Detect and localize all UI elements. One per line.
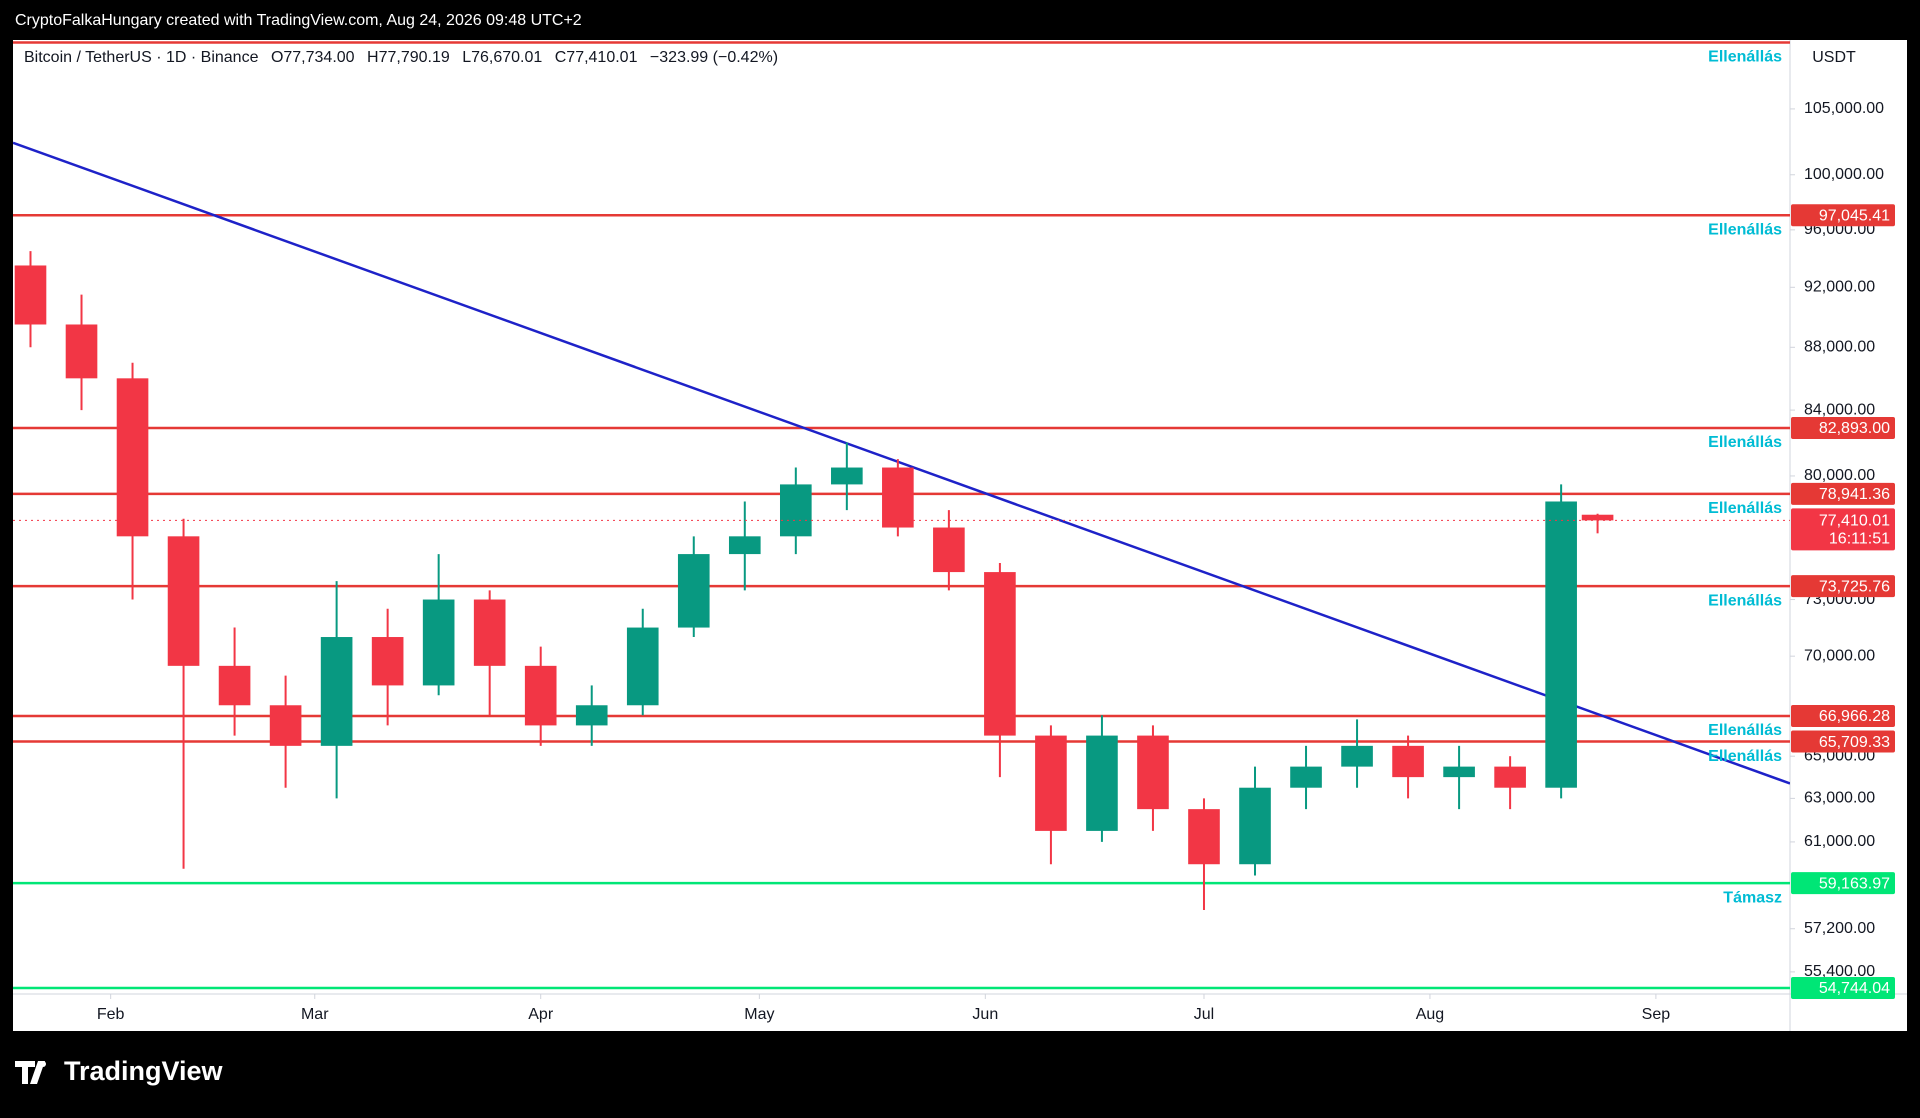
price-badge-label: 78,941.36 — [1819, 486, 1890, 503]
candle-body — [1392, 745, 1424, 778]
candle-body — [1443, 766, 1475, 778]
candle-body — [473, 599, 506, 666]
candle-body — [65, 324, 98, 379]
candle-body — [1581, 514, 1614, 521]
logo-mark — [15, 1061, 45, 1084]
plot — [13, 41, 1790, 990]
candle-body — [1545, 501, 1577, 788]
countdown: 16:11:51 — [1829, 531, 1890, 548]
y-tick-label: 70,000.00 — [1804, 647, 1875, 664]
x-tick-label: Aug — [1416, 1006, 1444, 1023]
level-label: Ellenállás — [1708, 592, 1782, 609]
price-badge — [1791, 575, 1895, 598]
candle-body — [831, 467, 863, 485]
price-badge — [1791, 704, 1895, 727]
y-tick-label: 100,000.00 — [1804, 166, 1884, 183]
candle-body — [14, 265, 47, 325]
candle-body — [320, 637, 353, 746]
price-badge-label: 66,966.28 — [1819, 708, 1890, 725]
candle-body — [218, 665, 251, 706]
candle-body — [1137, 735, 1169, 810]
y-tick-label: 61,000.00 — [1804, 833, 1875, 850]
x-tick-label: Apr — [528, 1006, 554, 1023]
y-tick-label: 57,200.00 — [1804, 920, 1875, 937]
logo-dot — [40, 1061, 46, 1067]
candle-body — [1086, 735, 1118, 831]
level-label: Ellenállás — [1708, 49, 1782, 66]
candle-body — [1239, 787, 1271, 865]
x-tick-label: Feb — [97, 1006, 125, 1023]
ohlc-open: O77,734.00 — [271, 49, 355, 66]
y-tick-label: 84,000.00 — [1804, 401, 1875, 418]
candle-body — [1341, 745, 1373, 767]
x-tick-label: Jun — [972, 1006, 998, 1023]
price-badge-label: 54,744.04 — [1819, 980, 1890, 997]
change: −323.99 (−0.42%) — [650, 49, 778, 66]
price-badge-label: 65,709.33 — [1819, 734, 1890, 751]
header: CryptoFalkaHungary created with TradingV… — [15, 12, 582, 29]
x-tick-label: Mar — [301, 1006, 329, 1023]
brand-name: TradingView — [64, 1056, 224, 1086]
candle-body — [779, 484, 812, 537]
y-tick-label: 92,000.00 — [1804, 279, 1875, 296]
candle-body — [371, 637, 404, 686]
y-tick-label: 80,000.00 — [1804, 467, 1875, 484]
candle-body — [626, 627, 659, 706]
candle-body — [728, 536, 761, 555]
candle-body — [1188, 809, 1220, 865]
candle-body — [575, 705, 608, 726]
price-badge — [1791, 416, 1895, 439]
candle-body — [524, 665, 557, 726]
y-tick-label: 63,000.00 — [1804, 790, 1875, 807]
ohlc-close: C77,410.01 — [555, 49, 638, 66]
x-tick-label: Jul — [1194, 1006, 1214, 1023]
candle-body — [269, 705, 302, 746]
price-badge-label: 97,045.41 — [1819, 207, 1890, 224]
candle-body — [677, 554, 710, 628]
price-badge-label: 82,893.00 — [1819, 420, 1890, 437]
y-tick-label: 88,000.00 — [1804, 339, 1875, 356]
candle-body — [422, 599, 455, 686]
ohlc-low: L76,670.01 — [462, 49, 542, 66]
level-label: Ellenállás — [1708, 221, 1782, 238]
level-label: Ellenállás — [1708, 748, 1782, 765]
ohlc-high: H77,790.19 — [367, 49, 450, 66]
x-tick-label: Sep — [1642, 1006, 1671, 1023]
currency: USDT — [1812, 49, 1856, 66]
last-price-label: 77,410.01 — [1819, 513, 1890, 530]
price-badge — [1791, 976, 1895, 999]
symbol: Bitcoin / TetherUS · 1D · Binance — [24, 49, 259, 66]
price-badge-label: 73,725.76 — [1819, 578, 1890, 595]
candle-body — [1290, 766, 1322, 788]
price-badge — [1791, 872, 1895, 895]
y-tick-label: 105,000.00 — [1804, 100, 1884, 117]
level-label: Támasz — [1723, 889, 1782, 906]
candle-body — [167, 536, 200, 666]
candle-body — [984, 572, 1016, 736]
trendline — [13, 141, 1790, 785]
candle-body — [116, 378, 149, 537]
price-badge — [1791, 204, 1895, 227]
legend: Bitcoin / TetherUS · 1D · Binance O77,73… — [24, 49, 778, 66]
price-badge — [1791, 482, 1895, 505]
y-tick-label: 55,400.00 — [1804, 963, 1875, 980]
candle-body — [882, 467, 914, 528]
level-label: Ellenállás — [1708, 434, 1782, 451]
candle-body — [1035, 735, 1067, 831]
candle-body — [933, 527, 965, 573]
last-price-badge — [1791, 508, 1895, 551]
candle-body — [1494, 766, 1526, 788]
level-label: Ellenállás — [1708, 722, 1782, 739]
x-tick-label: May — [744, 1006, 774, 1023]
price-badge-label: 59,163.97 — [1819, 875, 1890, 892]
price-badge — [1791, 730, 1895, 753]
brand-logo: TradingView — [15, 1056, 224, 1086]
level-label: Ellenállás — [1708, 500, 1782, 517]
